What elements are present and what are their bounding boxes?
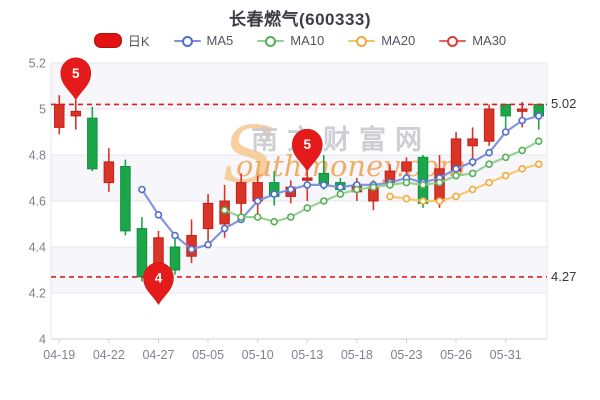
legend-item-ma30[interactable]: MA30 xyxy=(439,33,506,48)
legend-label: MA5 xyxy=(206,33,234,48)
svg-text:5: 5 xyxy=(72,66,80,81)
legend-item-ma5[interactable]: MA5 xyxy=(173,33,234,48)
svg-text:05-13: 05-13 xyxy=(291,348,323,362)
svg-text:05-05: 05-05 xyxy=(192,348,224,362)
svg-text:4.6: 4.6 xyxy=(29,195,46,209)
ma20-line-marker-icon xyxy=(348,35,376,47)
legend-item-ma20[interactable]: MA20 xyxy=(348,33,415,48)
svg-text:4: 4 xyxy=(39,333,46,347)
chart-legend: 日K MA5 MA10 MA20 MA30 xyxy=(0,31,600,50)
svg-text:04-22: 04-22 xyxy=(93,348,125,362)
ma20-series xyxy=(386,160,543,205)
max-price-label: 5.02 xyxy=(551,96,577,112)
svg-text:05-23: 05-23 xyxy=(390,348,422,362)
legend-label: MA10 xyxy=(290,33,325,48)
svg-text:05-31: 05-31 xyxy=(490,348,522,362)
min-price-label: 4.27 xyxy=(551,268,577,284)
ma10-line-marker-icon xyxy=(257,35,285,47)
candlestick-swatch-icon xyxy=(93,33,122,48)
price-pin xyxy=(143,262,174,305)
svg-text:5: 5 xyxy=(39,103,46,117)
svg-text:05-18: 05-18 xyxy=(341,348,373,362)
legend-item-dayk[interactable]: 日K xyxy=(93,31,150,50)
ma10-series xyxy=(220,137,543,226)
ma30-line-marker-icon xyxy=(439,35,467,47)
price-pin xyxy=(292,128,323,172)
legend-label: MA20 xyxy=(381,33,416,48)
svg-text:4: 4 xyxy=(155,271,163,286)
svg-text:南方财富网: 南方财富网 xyxy=(251,124,431,155)
svg-text:04-19: 04-19 xyxy=(43,348,75,362)
marker-pins: 5 4 5 xyxy=(60,57,323,305)
mark-lines xyxy=(51,103,547,278)
svg-text:05-10: 05-10 xyxy=(242,348,274,362)
y-axis-labels: 5.2 5 4.8 4.6 4.4 4.2 4 xyxy=(29,57,46,347)
plot-bands xyxy=(51,63,547,293)
svg-text:outhmoney.com: outhmoney.com xyxy=(236,149,466,183)
ma5-line-marker-icon xyxy=(173,35,201,47)
chart-title: 长春燃气(600333) xyxy=(228,10,372,29)
svg-text:5.2: 5.2 xyxy=(29,57,46,71)
legend-label: 日K xyxy=(127,34,150,49)
price-pin xyxy=(60,57,92,101)
svg-text:4.2: 4.2 xyxy=(29,287,46,301)
svg-text:S: S xyxy=(222,111,275,201)
svg-text:5: 5 xyxy=(304,137,312,152)
x-axis-labels: 04-19 04-22 04-27 05-05 05-10 05-13 05-18 05-23… xyxy=(43,339,522,362)
svg-text:05-26: 05-26 xyxy=(440,348,472,362)
legend-label: MA30 xyxy=(472,33,507,48)
svg-text:4.8: 4.8 xyxy=(29,149,46,163)
svg-text:04-27: 04-27 xyxy=(142,348,174,362)
legend-item-ma10[interactable]: MA10 xyxy=(257,33,324,48)
svg-text:4.4: 4.4 xyxy=(29,241,46,255)
